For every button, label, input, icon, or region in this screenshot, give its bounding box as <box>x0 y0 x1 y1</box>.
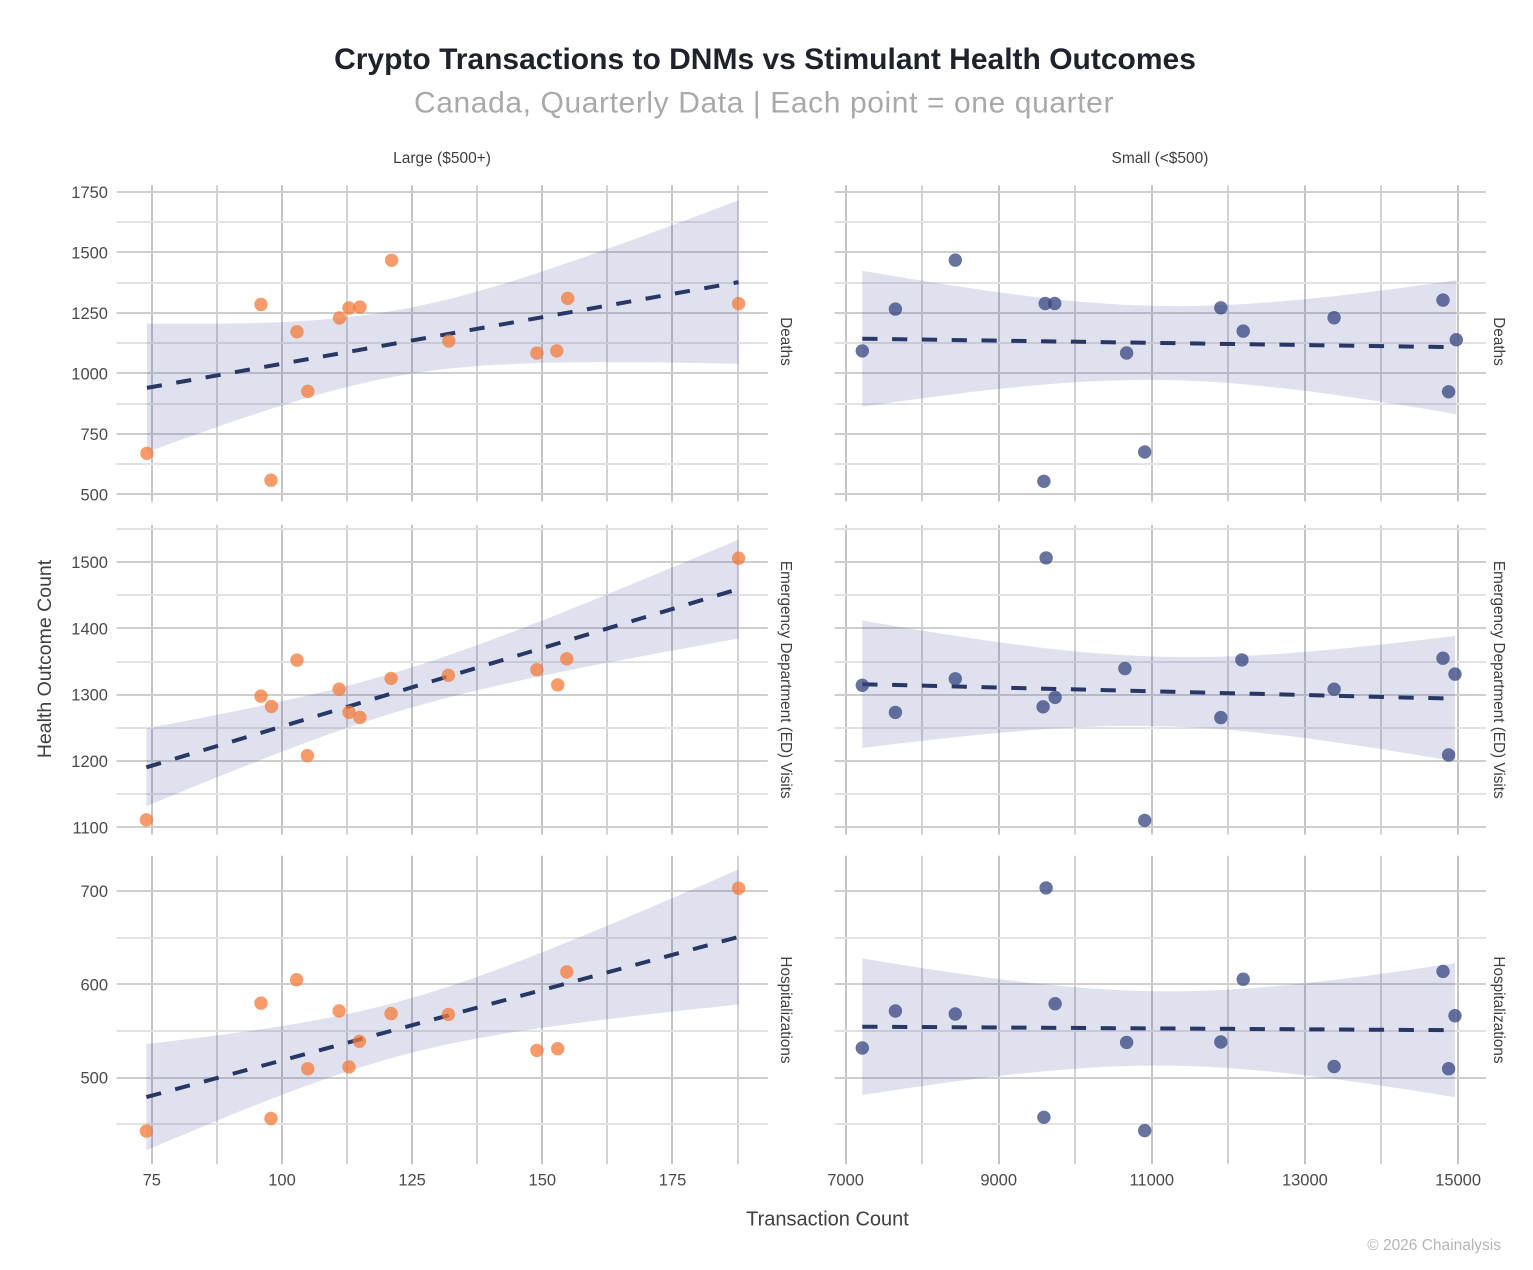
svg-text:1500: 1500 <box>71 554 108 572</box>
svg-text:1300: 1300 <box>71 687 108 705</box>
svg-text:9000: 9000 <box>980 1172 1017 1190</box>
svg-text:Health Outcome Count: Health Outcome Count <box>34 559 56 758</box>
svg-text:Small (<$500): Small (<$500) <box>1112 150 1209 167</box>
svg-text:1750: 1750 <box>71 184 108 202</box>
svg-text:150: 150 <box>529 1172 557 1190</box>
svg-text:1100: 1100 <box>73 820 108 838</box>
svg-text:175: 175 <box>659 1172 687 1190</box>
svg-text:1200: 1200 <box>71 753 108 771</box>
svg-text:1400: 1400 <box>71 620 108 638</box>
svg-text:750: 750 <box>80 426 108 444</box>
svg-text:7000: 7000 <box>827 1172 864 1190</box>
svg-text:15000: 15000 <box>1435 1172 1481 1190</box>
svg-text:13000: 13000 <box>1282 1172 1328 1190</box>
svg-text:Emergency Department (ED) Visi: Emergency Department (ED) Visits <box>1490 561 1507 799</box>
svg-text:500: 500 <box>80 1070 108 1088</box>
svg-text:© 2026 Chainalysis: © 2026 Chainalysis <box>1367 1237 1501 1254</box>
svg-text:Crypto Transactions to DNMs vs: Crypto Transactions to DNMs vs Stimulant… <box>334 43 1196 76</box>
svg-text:11000: 11000 <box>1129 1172 1174 1190</box>
svg-text:Transaction Count: Transaction Count <box>746 1209 909 1231</box>
svg-text:500: 500 <box>80 487 108 505</box>
svg-text:Deaths: Deaths <box>1490 317 1507 366</box>
svg-text:1000: 1000 <box>71 366 108 384</box>
svg-text:125: 125 <box>398 1172 426 1190</box>
svg-text:Canada, Quarterly Data | Each: Canada, Quarterly Data | Each point = on… <box>414 87 1114 120</box>
svg-text:Large ($500+): Large ($500+) <box>393 150 491 167</box>
svg-text:Hospitalizations: Hospitalizations <box>777 956 794 1063</box>
svg-text:100: 100 <box>268 1172 296 1190</box>
svg-text:Deaths: Deaths <box>777 317 794 366</box>
svg-text:1500: 1500 <box>71 244 108 262</box>
svg-text:Hospitalizations: Hospitalizations <box>1490 956 1507 1063</box>
svg-text:75: 75 <box>143 1172 161 1190</box>
svg-text:Emergency Department (ED) Visi: Emergency Department (ED) Visits <box>777 561 794 799</box>
svg-text:600: 600 <box>80 976 108 994</box>
svg-text:1250: 1250 <box>71 305 108 323</box>
svg-text:700: 700 <box>80 883 108 901</box>
